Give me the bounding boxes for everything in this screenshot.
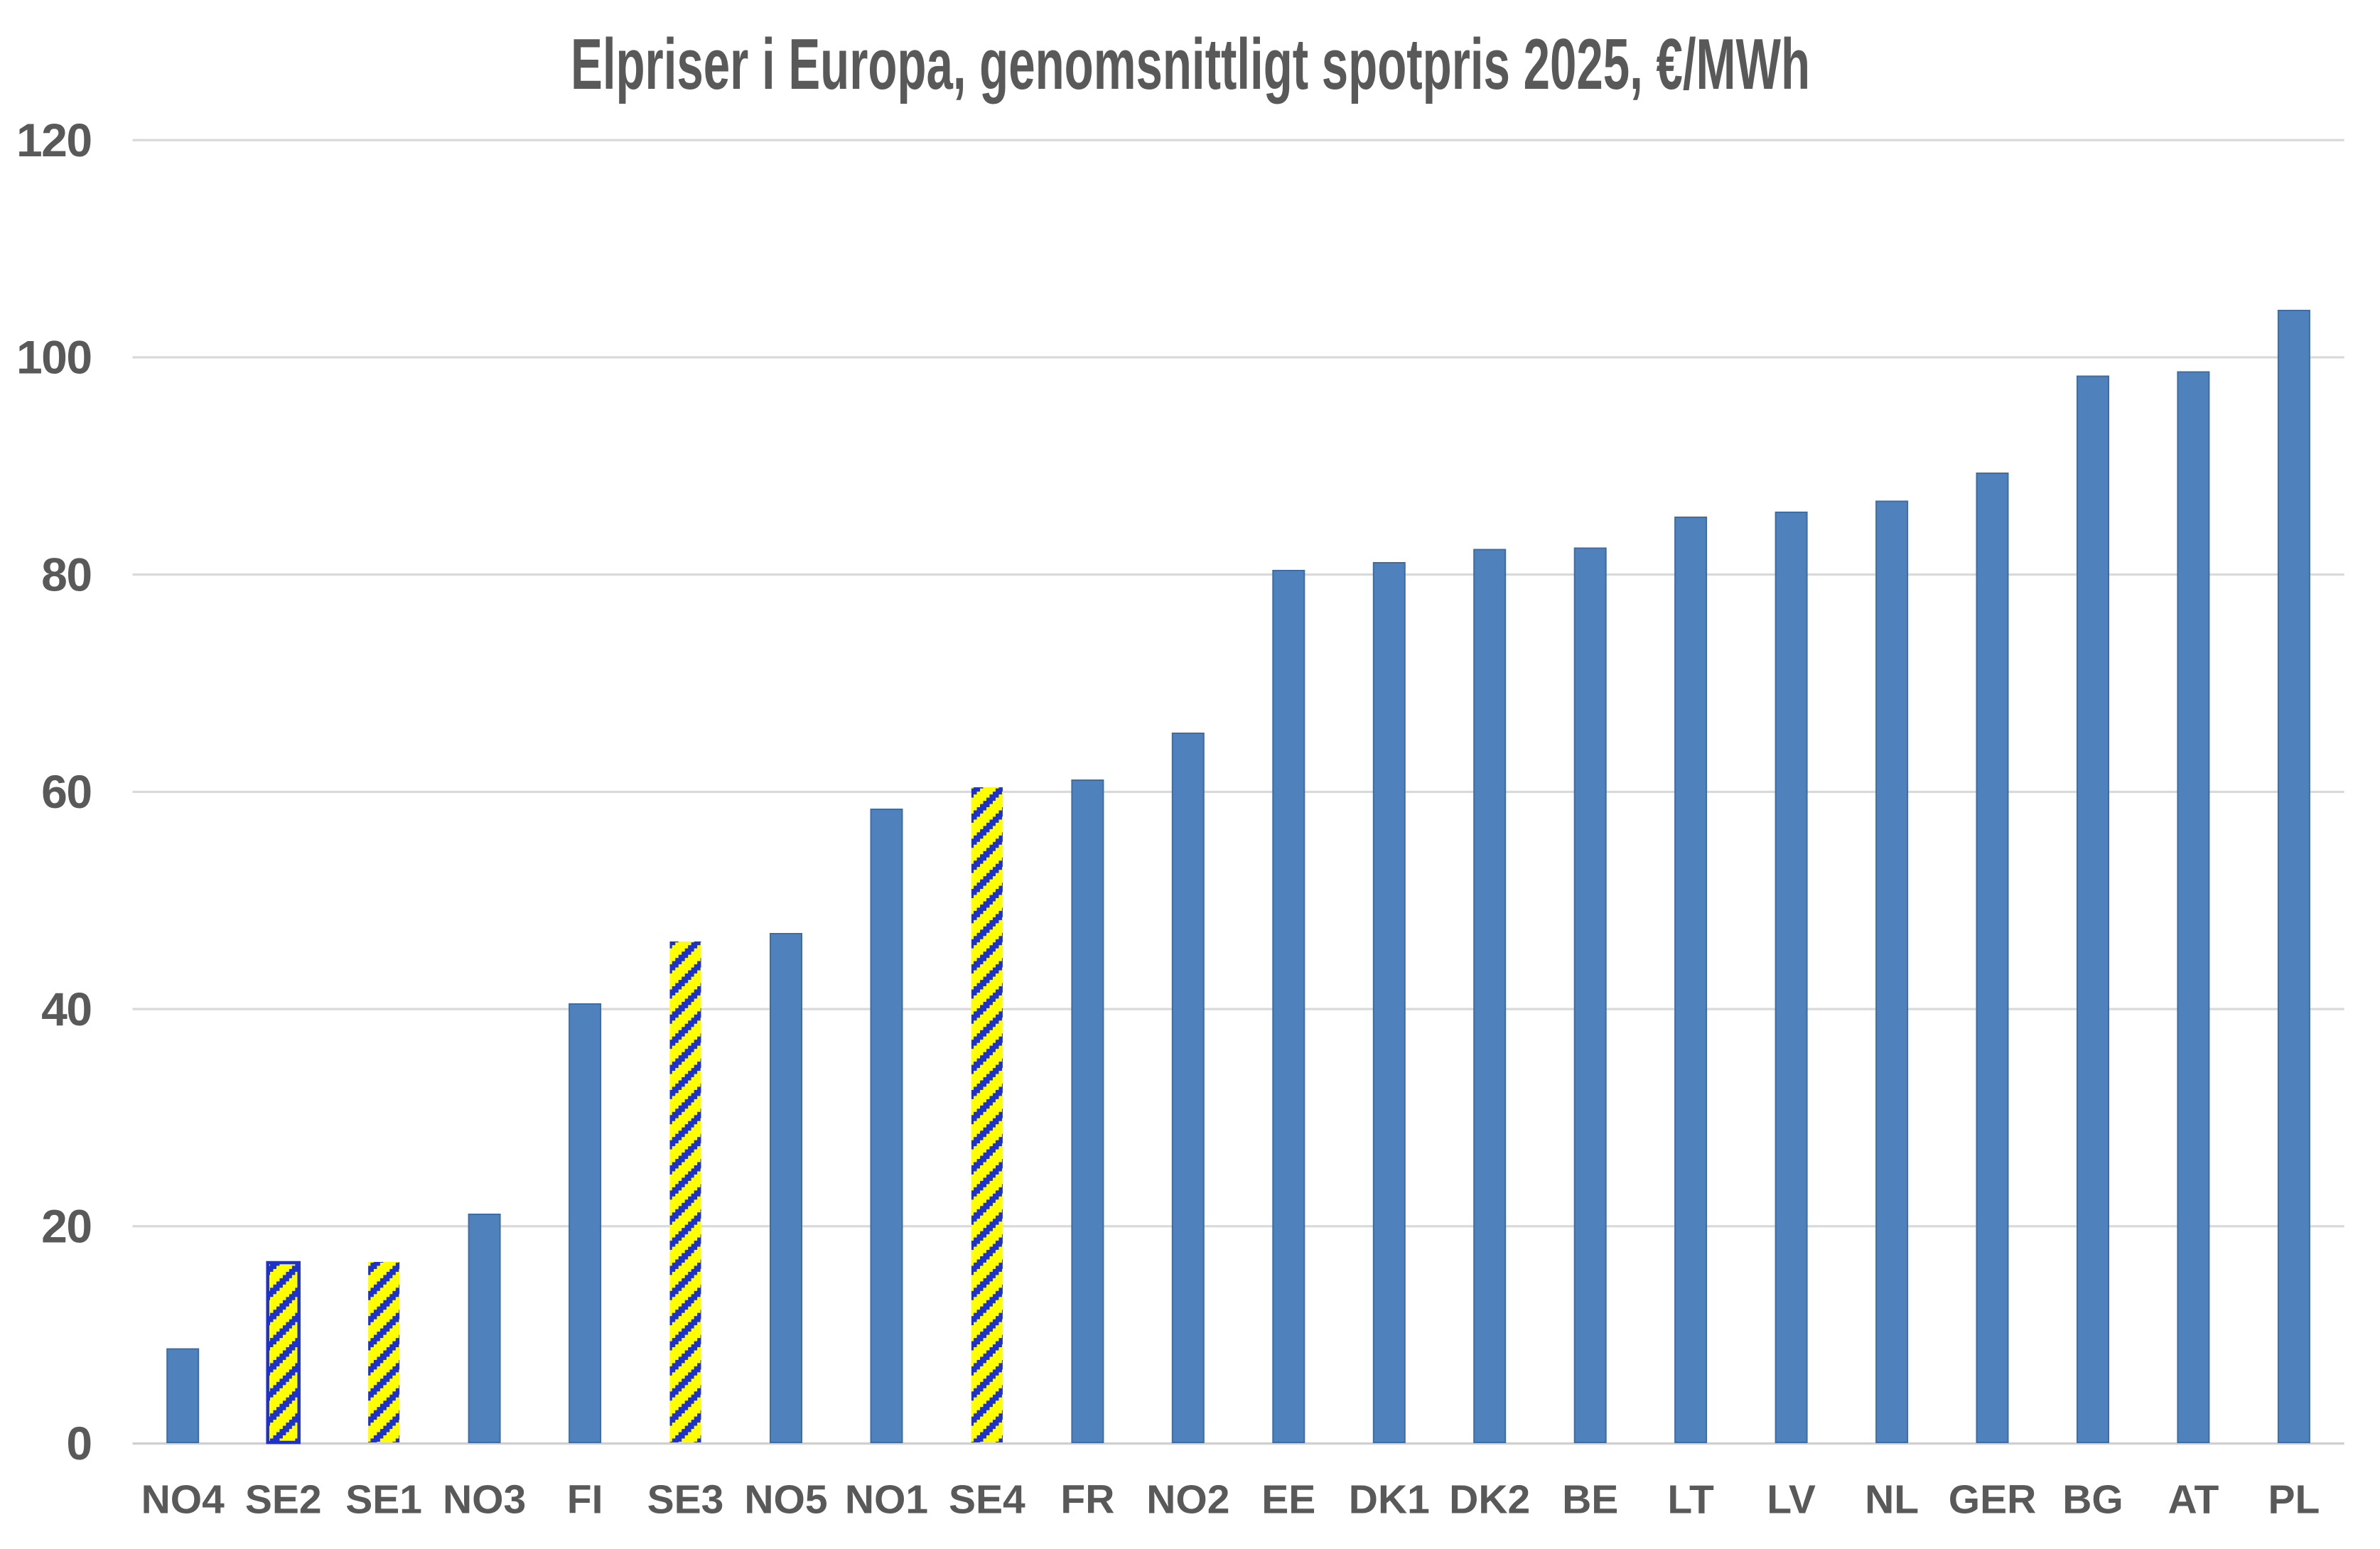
svg-text:SE4: SE4 bbox=[949, 1477, 1025, 1522]
svg-text:LT: LT bbox=[1667, 1477, 1714, 1522]
svg-text:GER: GER bbox=[1949, 1477, 2037, 1522]
svg-text:FI: FI bbox=[567, 1477, 603, 1522]
svg-text:80: 80 bbox=[41, 548, 91, 600]
svg-text:DK1: DK1 bbox=[1349, 1477, 1430, 1522]
svg-text:NO2: NO2 bbox=[1146, 1477, 1229, 1522]
svg-text:60: 60 bbox=[41, 765, 91, 818]
svg-text:NO3: NO3 bbox=[443, 1477, 526, 1522]
svg-text:EE: EE bbox=[1261, 1477, 1315, 1522]
svg-text:20: 20 bbox=[41, 1200, 91, 1253]
svg-text:100: 100 bbox=[16, 331, 92, 384]
svg-text:SE1: SE1 bbox=[345, 1477, 422, 1522]
svg-text:NL: NL bbox=[1865, 1477, 1919, 1522]
svg-text:PL: PL bbox=[2268, 1477, 2320, 1522]
svg-text:Elpriser i Europa, genomsnittl: Elpriser i Europa, genomsnittligt spotpr… bbox=[571, 25, 1810, 104]
svg-text:120: 120 bbox=[16, 114, 92, 166]
svg-text:DK2: DK2 bbox=[1449, 1477, 1530, 1522]
svg-text:SE2: SE2 bbox=[245, 1477, 322, 1522]
svg-text:NO1: NO1 bbox=[845, 1477, 928, 1522]
svg-text:0: 0 bbox=[66, 1417, 91, 1469]
svg-text:BE: BE bbox=[1562, 1477, 1618, 1522]
svg-text:NO5: NO5 bbox=[744, 1477, 827, 1522]
svg-text:SE3: SE3 bbox=[647, 1477, 724, 1522]
svg-text:LV: LV bbox=[1767, 1477, 1816, 1522]
svg-text:FR: FR bbox=[1060, 1477, 1114, 1522]
svg-text:40: 40 bbox=[41, 983, 91, 1035]
svg-text:BG: BG bbox=[2062, 1477, 2123, 1522]
svg-text:NO4: NO4 bbox=[141, 1477, 225, 1522]
svg-text:AT: AT bbox=[2168, 1477, 2219, 1522]
